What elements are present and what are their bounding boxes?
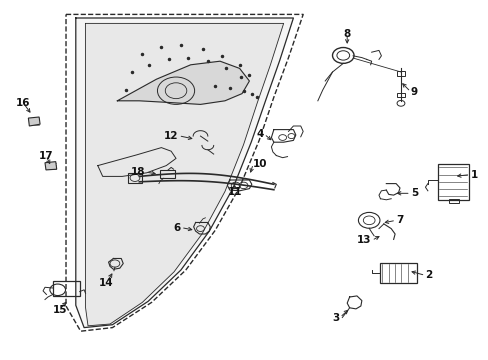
Text: 15: 15 — [52, 305, 67, 315]
Polygon shape — [28, 117, 40, 126]
Text: 3: 3 — [332, 312, 339, 323]
Text: 13: 13 — [356, 235, 371, 246]
Polygon shape — [85, 23, 283, 326]
Bar — [396, 71, 404, 76]
Bar — [396, 93, 404, 97]
Polygon shape — [117, 61, 249, 104]
Text: 18: 18 — [131, 167, 145, 177]
Bar — [160, 170, 175, 178]
Bar — [380, 263, 416, 283]
Text: 17: 17 — [39, 150, 53, 161]
Text: 6: 6 — [173, 222, 181, 233]
Bar — [448, 199, 458, 203]
Text: 12: 12 — [163, 131, 178, 141]
Text: 8: 8 — [343, 29, 350, 39]
Text: 5: 5 — [410, 188, 417, 198]
Text: 9: 9 — [410, 87, 417, 97]
Text: 10: 10 — [253, 159, 267, 169]
Bar — [437, 164, 468, 200]
Polygon shape — [45, 162, 57, 170]
Text: 2: 2 — [425, 270, 432, 280]
Text: 1: 1 — [469, 170, 477, 180]
Bar — [53, 281, 80, 296]
Text: 16: 16 — [16, 98, 30, 108]
Text: 4: 4 — [256, 129, 264, 139]
Text: 7: 7 — [395, 215, 403, 225]
Polygon shape — [76, 18, 293, 328]
Text: 14: 14 — [99, 278, 114, 288]
Bar — [128, 173, 142, 183]
Text: 11: 11 — [227, 186, 242, 197]
